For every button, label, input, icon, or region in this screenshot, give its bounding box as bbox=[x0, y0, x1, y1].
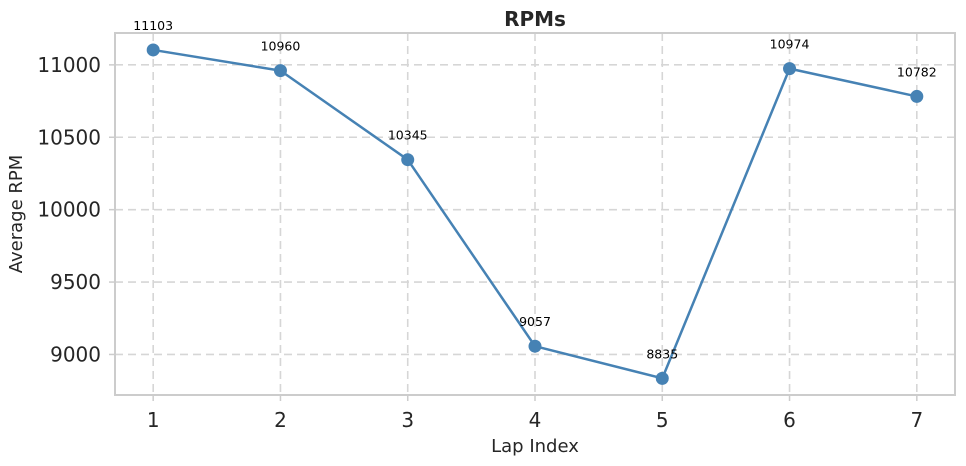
data-labels: 11103 10960 10345 9057 8835 10974 10782 bbox=[133, 18, 936, 361]
y-tick-label: 9500 bbox=[50, 270, 101, 294]
y-tick-label: 9000 bbox=[50, 342, 101, 366]
data-label: 10974 bbox=[770, 37, 810, 52]
x-tick-label: 3 bbox=[401, 408, 414, 432]
data-point bbox=[273, 64, 287, 78]
data-label: 11103 bbox=[133, 18, 173, 33]
data-point bbox=[401, 153, 415, 167]
y-tick-label: 10500 bbox=[37, 125, 101, 149]
y-tick-label: 11000 bbox=[37, 53, 101, 77]
y-axis-label: Average RPM bbox=[6, 155, 27, 274]
y-tick-label: 10000 bbox=[37, 198, 101, 222]
x-axis-label: Lap Index bbox=[491, 436, 579, 457]
data-point bbox=[528, 339, 542, 353]
axis-ticks: 1 2 3 4 5 6 7 9000 9500 10000 10500 11000 bbox=[37, 53, 923, 432]
data-point bbox=[783, 62, 797, 76]
x-tick-label: 4 bbox=[529, 408, 542, 432]
data-label: 10960 bbox=[261, 39, 301, 54]
x-tick-label: 5 bbox=[656, 408, 669, 432]
data-label: 8835 bbox=[646, 346, 678, 361]
x-tick-label: 1 bbox=[147, 408, 160, 432]
data-label: 10345 bbox=[388, 128, 428, 143]
x-tick-label: 7 bbox=[910, 408, 923, 432]
chart-title: RPMs bbox=[504, 7, 566, 31]
grid bbox=[115, 33, 955, 395]
data-label: 9057 bbox=[519, 314, 551, 329]
data-label: 10782 bbox=[897, 64, 937, 79]
x-tick-label: 2 bbox=[274, 408, 287, 432]
x-tick-label: 6 bbox=[783, 408, 796, 432]
data-point bbox=[655, 371, 669, 385]
data-point bbox=[910, 89, 924, 103]
data-point bbox=[146, 43, 160, 57]
series bbox=[146, 43, 924, 385]
